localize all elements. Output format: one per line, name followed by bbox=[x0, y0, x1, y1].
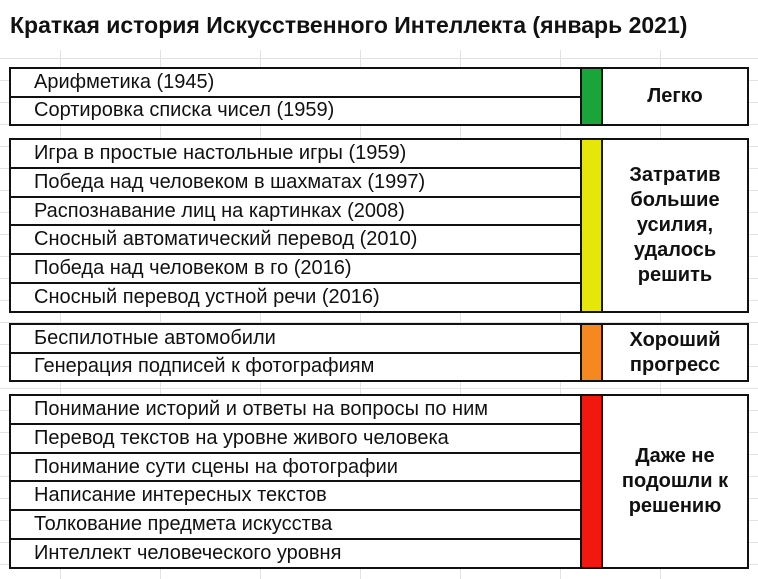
list-item: Игра в простые настольные игры (1959) bbox=[34, 141, 407, 164]
status-color-swatch bbox=[582, 69, 603, 124]
status-color-swatch bbox=[582, 325, 603, 380]
group-label: Затратив большие усилия, удалось решить bbox=[629, 164, 721, 286]
list-item: Сортировка списка чисел (1959) bbox=[11, 95, 580, 125]
list-item: Генерация подписей к фотографиям bbox=[11, 351, 580, 381]
group-items: Игра в простые настольные игры (1959) По… bbox=[11, 140, 582, 311]
list-item: Победа над человеком в шахматах (1997) bbox=[11, 166, 580, 196]
list-item: Победа над человеком в го (2016) bbox=[11, 253, 580, 282]
list-item: Распознавание лиц на картинках (2008) bbox=[11, 195, 580, 225]
group-label: Хороший прогресс bbox=[629, 328, 721, 376]
status-color-swatch bbox=[582, 396, 603, 567]
list-item: Сносный автоматический перевод (2010) bbox=[11, 224, 580, 253]
group-items: Арифметика (1945) Сортировка списка чисе… bbox=[11, 69, 582, 124]
list-item: Интеллект человеческого уровня bbox=[11, 538, 580, 567]
list-item: Сносный перевод устной речи (2016) bbox=[11, 282, 580, 311]
list-item: Арифметика (1945) bbox=[34, 70, 215, 93]
group-items: Беспилотные автомобили Генерация подписе… bbox=[11, 325, 582, 380]
list-item: Понимание сути сцены на фотографии bbox=[11, 451, 580, 481]
list-item: Толкование предмета искусства bbox=[11, 509, 580, 538]
group-items: Понимание историй и ответы на вопросы по… bbox=[11, 396, 582, 567]
status-color-swatch bbox=[582, 140, 603, 311]
group-label: Легко bbox=[647, 85, 703, 107]
group-not-close: Понимание историй и ответы на вопросы по… bbox=[9, 394, 749, 569]
list-item: Понимание историй и ответы на вопросы по… bbox=[34, 397, 488, 420]
list-item: Беспилотные автомобили bbox=[34, 326, 276, 349]
list-item: Перевод текстов на уровне живого человек… bbox=[11, 422, 580, 452]
chart-title: Краткая история Искусственного Интеллект… bbox=[0, 0, 758, 50]
group-good-progress: Беспилотные автомобили Генерация подписе… bbox=[9, 323, 749, 382]
group-solved-with-effort: Игра в простые настольные игры (1959) По… bbox=[9, 138, 749, 313]
group-easy: Арифметика (1945) Сортировка списка чисе… bbox=[9, 67, 749, 126]
group-label: Даже не подошли к решению bbox=[621, 445, 729, 517]
list-item: Написание интересных текстов bbox=[11, 480, 580, 509]
